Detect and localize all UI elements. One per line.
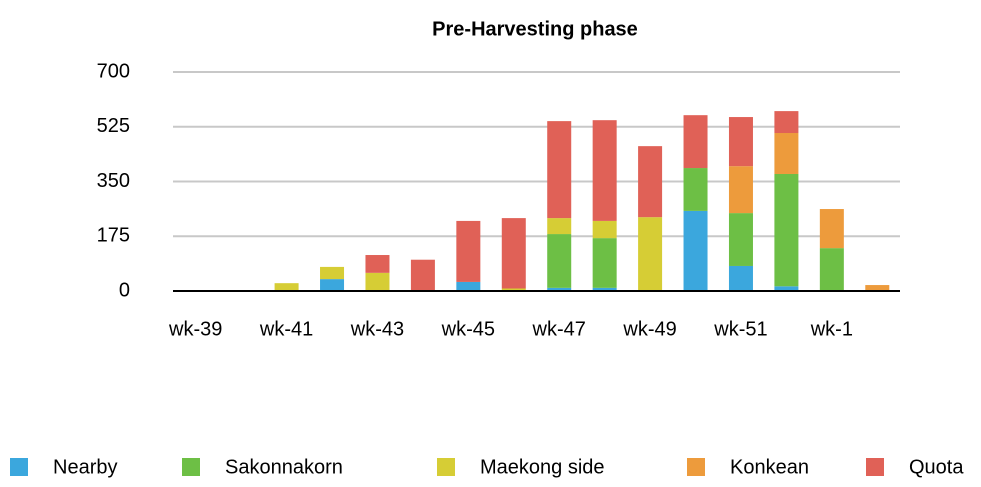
bar-segment — [683, 168, 708, 211]
bar-segment — [547, 218, 572, 235]
bar-segment — [592, 120, 617, 221]
x-tick-label: wk-41 — [259, 318, 313, 340]
chart-title: Pre-Harvesting phase — [432, 18, 638, 40]
legend-swatch — [866, 458, 884, 476]
bar-segment — [410, 259, 435, 291]
bar-segment — [274, 283, 299, 291]
bar-segment — [592, 238, 617, 288]
bar-segment — [819, 209, 844, 249]
bar-segment — [320, 279, 345, 291]
bar-segment — [774, 133, 799, 174]
bar-segment — [728, 213, 753, 266]
legend-label: Nearby — [53, 456, 117, 478]
bar-segment — [865, 285, 890, 291]
bar-segment — [774, 111, 799, 134]
bar-segment — [728, 166, 753, 214]
bar-segment — [501, 288, 526, 291]
y-tick-label: 175 — [97, 225, 130, 247]
bar-segment — [728, 117, 753, 167]
legend-label: Konkean — [730, 456, 809, 478]
x-tick-label: wk-1 — [810, 318, 853, 340]
legend-swatch — [182, 458, 200, 476]
bar-segment — [365, 255, 390, 273]
bar-segment — [683, 115, 708, 169]
bar-segment — [365, 272, 390, 291]
bar-segment — [774, 173, 799, 287]
y-tick-label: 0 — [119, 279, 130, 301]
bar-segment — [547, 287, 572, 291]
bar-segment — [638, 146, 663, 218]
bar-segment — [592, 220, 617, 239]
y-tick-label: 350 — [97, 170, 130, 192]
legend-swatch — [687, 458, 705, 476]
legend-label: Sakonnakorn — [225, 456, 343, 478]
bar-segment — [683, 210, 708, 291]
y-tick-label: 700 — [97, 60, 130, 82]
bar-segment — [819, 248, 844, 291]
bar-segment — [320, 266, 345, 280]
bar-segment — [638, 217, 663, 291]
legend-swatch — [10, 458, 28, 476]
bar-segment — [728, 265, 753, 291]
bar-segment — [456, 220, 481, 282]
x-tick-label: wk-45 — [441, 318, 495, 340]
x-tick-label: wk-39 — [168, 318, 222, 340]
legend-swatch — [437, 458, 455, 476]
bar-segment — [774, 286, 799, 291]
x-tick-label: wk-47 — [532, 318, 586, 340]
legend-label: Maekong side — [480, 456, 605, 478]
bar-segment — [547, 121, 572, 219]
bar-segment — [501, 218, 526, 289]
y-tick-label: 525 — [97, 115, 130, 137]
x-tick-label: wk-43 — [350, 318, 404, 340]
bar-segment — [592, 287, 617, 291]
bar-segment — [547, 234, 572, 288]
legend-label: Quota — [909, 456, 964, 478]
x-tick-label: wk-51 — [713, 318, 767, 340]
x-tick-label: wk-49 — [622, 318, 676, 340]
bar-segment — [456, 281, 481, 291]
